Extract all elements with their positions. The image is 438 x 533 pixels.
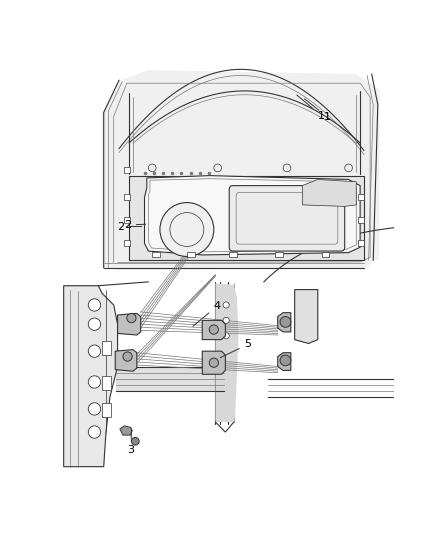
Bar xyxy=(357,240,363,246)
Text: 3: 3 xyxy=(127,430,134,455)
Circle shape xyxy=(279,355,290,366)
Circle shape xyxy=(279,317,290,327)
Bar xyxy=(124,167,130,173)
Polygon shape xyxy=(202,320,225,340)
Bar xyxy=(229,252,237,257)
Text: 2: 2 xyxy=(124,220,145,230)
Bar xyxy=(124,217,130,223)
Bar xyxy=(357,194,363,200)
Polygon shape xyxy=(144,175,359,255)
Bar xyxy=(357,217,363,223)
Bar xyxy=(187,252,194,257)
Polygon shape xyxy=(64,286,117,467)
Polygon shape xyxy=(120,426,132,435)
Circle shape xyxy=(88,299,100,311)
Circle shape xyxy=(88,345,100,357)
Polygon shape xyxy=(116,367,223,391)
Polygon shape xyxy=(215,284,238,422)
Bar xyxy=(102,403,111,417)
Bar xyxy=(321,252,328,257)
Bar xyxy=(102,376,111,390)
Circle shape xyxy=(123,352,132,361)
Bar xyxy=(124,240,130,246)
Bar xyxy=(275,252,283,257)
FancyBboxPatch shape xyxy=(229,185,344,251)
Polygon shape xyxy=(129,175,363,260)
Text: 1: 1 xyxy=(304,99,330,122)
Text: 4: 4 xyxy=(192,301,220,326)
Circle shape xyxy=(88,403,100,415)
Circle shape xyxy=(209,358,218,367)
Circle shape xyxy=(223,333,229,339)
Circle shape xyxy=(88,376,100,388)
Bar xyxy=(124,194,130,200)
Bar xyxy=(152,252,159,257)
Polygon shape xyxy=(115,350,137,371)
Text: 2: 2 xyxy=(117,222,141,231)
Polygon shape xyxy=(102,70,378,270)
Circle shape xyxy=(209,325,218,334)
Polygon shape xyxy=(302,180,356,206)
Circle shape xyxy=(131,438,139,445)
Polygon shape xyxy=(202,351,225,374)
Circle shape xyxy=(223,302,229,308)
Circle shape xyxy=(159,203,213,256)
Polygon shape xyxy=(277,313,290,332)
Text: 1: 1 xyxy=(296,95,324,120)
Polygon shape xyxy=(117,313,140,335)
Bar xyxy=(102,341,111,355)
Circle shape xyxy=(88,426,100,438)
Circle shape xyxy=(127,313,136,322)
Polygon shape xyxy=(277,353,290,370)
Circle shape xyxy=(88,318,100,330)
Text: 5: 5 xyxy=(220,340,251,358)
Circle shape xyxy=(223,317,229,324)
Polygon shape xyxy=(294,289,317,343)
